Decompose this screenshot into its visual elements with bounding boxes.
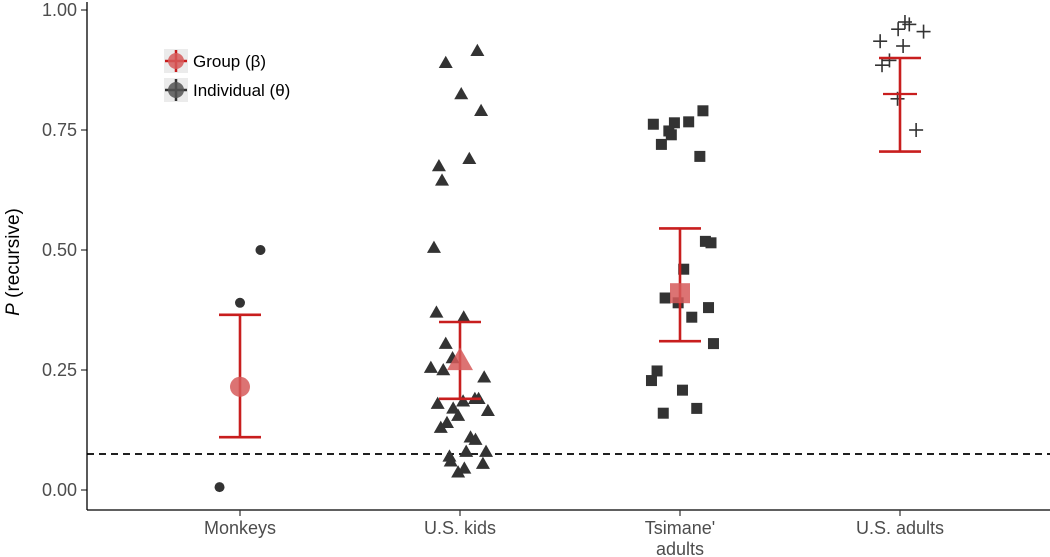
individual-point [875, 58, 890, 73]
individual-point [659, 292, 671, 304]
individual-point [454, 87, 469, 100]
individual-point [678, 263, 690, 275]
individual-point [705, 237, 717, 249]
y-tick-label: 0.50 [42, 240, 77, 260]
individual-point [703, 302, 715, 314]
individual-point [255, 245, 266, 255]
individual-point [475, 456, 490, 469]
y-tick-label: 0.00 [42, 480, 77, 500]
y-tick-label: 0.25 [42, 360, 77, 380]
individual-point [477, 370, 492, 383]
x-axis-labels: Monkeys U.S. kids Tsimane' adults U.S. adult… [204, 510, 944, 557]
group-mean-marker [670, 283, 690, 304]
individual-point [423, 360, 438, 373]
x-tick-label: U.S. kids [424, 518, 496, 538]
individual-point [676, 384, 688, 396]
individual-point [479, 444, 494, 457]
legend-individual-key: Individual (θ) [164, 78, 290, 102]
individual-point [896, 39, 911, 53]
legend-individual-marker [168, 82, 184, 98]
individual-point [451, 408, 466, 421]
individual-point [665, 129, 677, 141]
individual-point [446, 401, 461, 414]
individual-point [882, 53, 897, 68]
individual-point [902, 17, 917, 32]
x-tick-label: Monkeys [204, 518, 276, 538]
x-tick-label: U.S. adults [856, 518, 944, 538]
x-tick-label-line: adults [656, 539, 704, 557]
individual-point [468, 432, 483, 445]
individual-point [655, 138, 667, 150]
individual-point [214, 482, 225, 493]
individual-point [429, 305, 444, 318]
individual-points [214, 15, 931, 493]
individual-point [873, 34, 888, 49]
legend-group-marker [168, 53, 184, 69]
individual-point [686, 311, 698, 323]
legend-group-key: Group (β) [164, 49, 266, 73]
legend-individual-label: Individual (θ) [193, 81, 290, 100]
individual-point [451, 465, 466, 478]
y-tick-label: 1.00 [42, 0, 77, 20]
x-tick-label-line: U.S. kids [424, 518, 496, 538]
legend: Group (β) Individual (θ) [164, 49, 290, 102]
individual-point [474, 103, 489, 117]
x-tick-label-line: Tsimane' [645, 518, 715, 538]
individual-point [891, 22, 906, 37]
individual-point [235, 297, 245, 308]
individual-point [436, 363, 451, 376]
individual-point [707, 338, 719, 350]
x-tick-label-line: U.S. adults [856, 518, 944, 538]
individual-point [651, 365, 663, 377]
individual-point [645, 375, 657, 387]
y-axis-ticks: 0.00 0.25 0.50 0.75 1.00 [42, 0, 87, 500]
individual-point [430, 396, 445, 409]
y-axis-title: P (recursive) [3, 208, 24, 316]
individual-point [691, 402, 703, 414]
individual-point [459, 444, 474, 457]
individual-point [683, 116, 695, 128]
individual-point [456, 394, 471, 407]
group-mean-marker [230, 376, 250, 397]
individual-point [480, 403, 495, 417]
axes [86, 2, 1050, 511]
individual-point [439, 415, 454, 429]
individual-point [909, 123, 924, 137]
individual-point [470, 43, 485, 57]
individual-point [647, 118, 659, 130]
y-tick-label: 0.75 [42, 120, 77, 140]
individual-point [426, 240, 441, 253]
individual-point [456, 310, 471, 323]
individual-point [435, 173, 450, 186]
group-estimates [219, 56, 921, 439]
group-mean-marker [447, 347, 473, 371]
individual-point [697, 105, 709, 117]
individual-point [657, 407, 669, 419]
individual-point [433, 420, 448, 433]
individual-point [443, 454, 458, 467]
individual-point [438, 336, 453, 349]
individual-point [699, 235, 711, 247]
individual-point [916, 24, 931, 39]
individual-point [462, 151, 477, 165]
individual-point [431, 159, 446, 172]
x-tick-label-line: Monkeys [204, 518, 276, 538]
x-tick-label: Tsimane' adults [645, 518, 715, 557]
individual-point [694, 150, 706, 162]
individual-point [438, 55, 453, 69]
legend-group-label: Group (β) [193, 52, 266, 71]
individual-point [668, 117, 680, 129]
